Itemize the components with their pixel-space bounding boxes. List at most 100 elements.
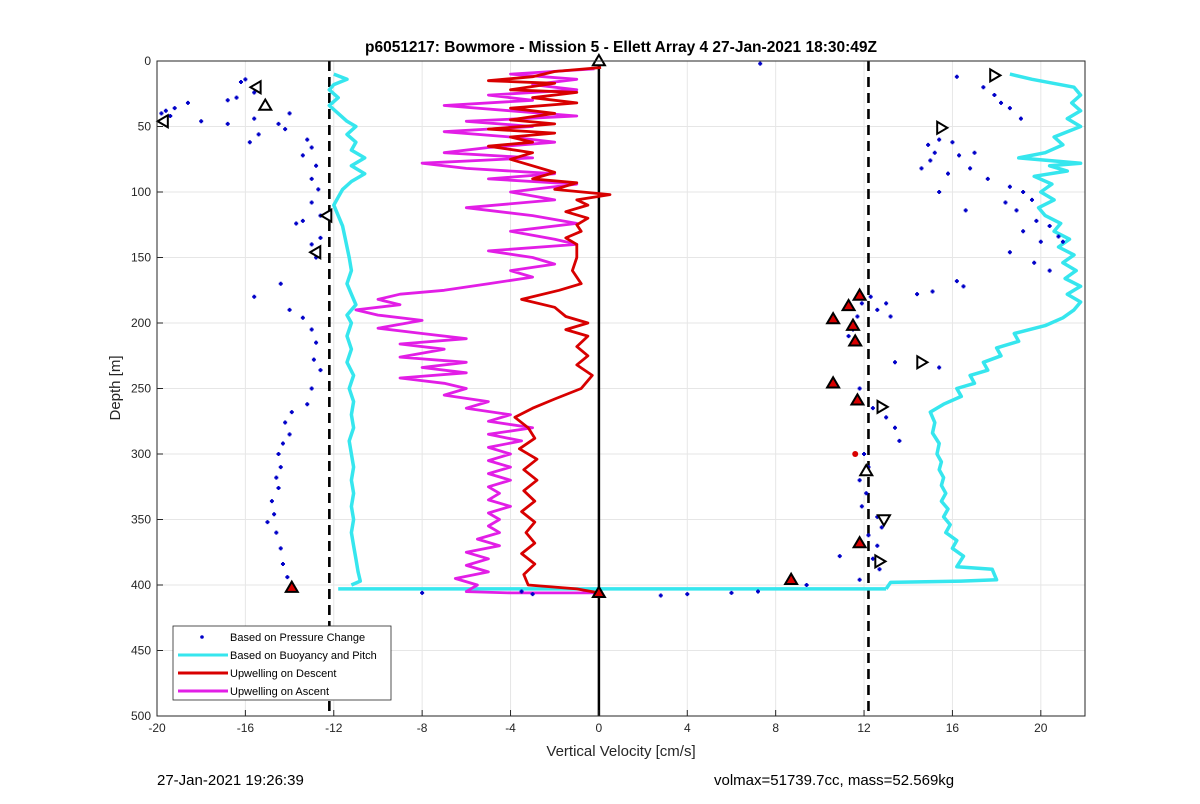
pressure-point <box>932 150 937 155</box>
pressure-point <box>300 153 305 158</box>
reference-lines <box>328 61 870 716</box>
pressure-point <box>1038 239 1043 244</box>
pressure-point <box>755 589 760 594</box>
red-triangle-marker <box>591 584 607 599</box>
chart-title: p6051217: Bowmore - Mission 5 - Ellett A… <box>365 39 878 56</box>
pressure-point <box>804 583 809 587</box>
legend: Based on Pressure Change Based on Buoyanc… <box>172 625 392 701</box>
y-tick-label: 450 <box>131 644 151 658</box>
pressure-point <box>985 176 990 181</box>
pressure-point <box>283 127 288 132</box>
pressure-point <box>862 452 867 456</box>
pressure-point <box>305 402 310 407</box>
x-tick-label: -8 <box>417 721 428 735</box>
triangle-marker <box>155 113 169 130</box>
pressure-point <box>172 106 177 111</box>
pressure-point <box>276 452 281 456</box>
pressure-point <box>857 386 862 391</box>
pressure-point <box>957 153 962 158</box>
x-tick-label: 4 <box>684 721 691 735</box>
pressure-point <box>968 166 973 171</box>
pressure-point <box>1047 224 1052 229</box>
pressure-point <box>758 61 763 66</box>
x-tick-label: -12 <box>325 721 343 735</box>
pressure-point <box>247 140 252 145</box>
x-tick-label: -16 <box>237 721 255 735</box>
triangle-marker <box>876 514 892 528</box>
red-dot-marker <box>852 451 859 457</box>
pressure-point <box>875 307 880 312</box>
pressure-point <box>937 137 942 142</box>
pressure-point <box>1018 116 1023 121</box>
pressure-point <box>855 314 860 319</box>
pressure-point <box>954 279 959 284</box>
legend-label: Based on Pressure Change <box>230 632 365 644</box>
pressure-point <box>285 575 290 580</box>
legend-label: Upwelling on Descent <box>230 668 336 680</box>
pressure-point <box>318 368 323 373</box>
pressure-point <box>278 281 283 286</box>
pressure-point <box>314 163 319 168</box>
red-triangle-marker <box>845 317 861 331</box>
pressure-point <box>897 438 902 443</box>
triangle-marker <box>248 79 262 95</box>
pressure-point <box>859 504 864 509</box>
pressure-point <box>1007 184 1012 189</box>
pressure-point <box>1029 197 1034 202</box>
pressure-point <box>530 592 535 597</box>
triangle-marker <box>876 399 890 415</box>
pressure-point <box>875 543 880 548</box>
red-triangle-marker <box>284 579 300 593</box>
pressure-point <box>1032 260 1037 265</box>
pressure-point <box>309 386 314 391</box>
pressure-point <box>857 478 862 483</box>
pressure-point <box>1056 234 1061 239</box>
pressure-point <box>274 475 279 480</box>
pressure-point <box>276 121 281 126</box>
pressure-point <box>868 294 873 299</box>
pressure-point <box>519 589 524 594</box>
footer-timestamp: 27-Jan-2021 19:26:39 <box>157 772 304 789</box>
x-tick-label: 20 <box>1034 721 1048 735</box>
pressure-point <box>685 592 690 597</box>
red-triangle-marker <box>840 297 857 312</box>
pressure-point <box>859 301 864 306</box>
pressure-point <box>954 74 959 79</box>
pressure-point <box>950 140 955 145</box>
pressure-point <box>420 590 425 595</box>
y-tick-label: 50 <box>138 120 152 134</box>
pressure-point <box>658 593 663 598</box>
pressure-point <box>163 108 168 113</box>
y-tick-label: 150 <box>131 251 151 265</box>
pressure-point <box>1014 208 1019 213</box>
pressure-point <box>1021 229 1026 234</box>
pressure-point <box>892 360 897 365</box>
pressure-point <box>300 315 305 320</box>
pressure-point <box>870 556 875 561</box>
pressure-point <box>961 284 966 289</box>
pressure-point <box>265 520 270 525</box>
y-tick-label: 200 <box>131 316 151 330</box>
pressure-point <box>287 307 292 312</box>
y-tick-label: 100 <box>131 185 151 199</box>
pressure-point <box>278 546 283 551</box>
red-triangle-marker <box>851 535 868 549</box>
pressure-point <box>1007 250 1012 255</box>
pressure-point <box>999 100 1004 105</box>
footer-volmax-mass: volmax=51739.7cc, mass=52.569kg <box>714 772 955 789</box>
x-tick-label: -4 <box>505 721 516 735</box>
pressure-point <box>287 432 292 437</box>
pressure-point <box>981 85 986 90</box>
pressure-point <box>252 294 257 299</box>
pressure-point <box>234 95 239 100</box>
pressure-point <box>278 465 283 470</box>
descent-line <box>486 66 612 595</box>
pressure-point <box>280 562 285 567</box>
pressure-point <box>256 132 261 137</box>
pressure-point <box>1047 268 1052 273</box>
x-tick-label: 8 <box>772 721 779 735</box>
pressure-point <box>309 200 314 205</box>
ascent-line <box>354 67 599 595</box>
pressure-point <box>946 171 951 176</box>
